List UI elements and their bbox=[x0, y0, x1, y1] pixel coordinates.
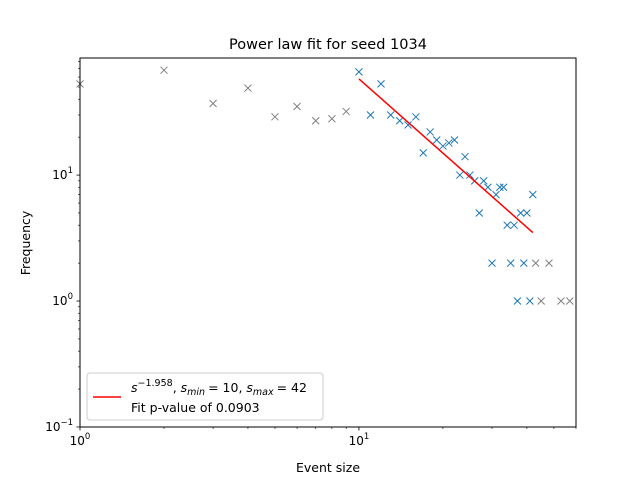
fitted-data-point bbox=[450, 136, 459, 144]
fitted-data-point bbox=[355, 67, 363, 76]
y-axis-label: Frequency bbox=[18, 210, 33, 275]
excluded-data-point bbox=[342, 107, 351, 116]
fitted-data-point bbox=[386, 111, 395, 119]
excluded-data-point bbox=[565, 297, 574, 305]
fitted-data-point bbox=[412, 112, 420, 121]
fitted-data-point bbox=[479, 176, 488, 185]
fitted-data-point bbox=[455, 171, 464, 179]
legend-s: s bbox=[131, 380, 138, 395]
power-law-fit-line bbox=[358, 78, 534, 234]
fit-line-layer bbox=[358, 78, 534, 234]
x-tick-label: 101 bbox=[349, 432, 370, 448]
excluded-data-point bbox=[557, 297, 565, 305]
fitted-data-point bbox=[513, 297, 522, 305]
excluded-data-point bbox=[328, 114, 336, 123]
fitted-data-point bbox=[432, 136, 441, 144]
y-tick-label: 100 bbox=[52, 292, 73, 308]
legend-fit-label: s−1.958, smin = 10, smax = 42 bbox=[131, 378, 307, 398]
legend-smin-s: s bbox=[181, 380, 188, 395]
excluded-data-point bbox=[209, 99, 217, 108]
y-axis-ticks: 10−1 100 101 bbox=[45, 61, 80, 434]
excluded-data-point bbox=[160, 66, 168, 75]
fitted-data-point bbox=[484, 183, 492, 192]
legend-box bbox=[86, 372, 324, 421]
plot-frame bbox=[79, 57, 577, 428]
fitted-data-point bbox=[461, 152, 469, 161]
x-axis-label: Event size bbox=[296, 460, 360, 475]
fitted-data-point bbox=[395, 116, 404, 125]
fitted-data-point bbox=[377, 79, 385, 88]
fitted-data-point bbox=[439, 142, 447, 150]
legend-smin-value: = 10 bbox=[208, 380, 238, 395]
fitted-data-point bbox=[499, 183, 508, 192]
data-points bbox=[76, 66, 574, 305]
fitted-data-point bbox=[495, 183, 504, 192]
legend-smin-sub: min bbox=[187, 387, 205, 398]
fitted-data-point bbox=[506, 259, 515, 267]
fitted-data-point bbox=[492, 190, 500, 199]
excluded-data-point bbox=[311, 116, 320, 125]
fitted-data-point bbox=[523, 209, 531, 217]
legend-exponent: −1.958 bbox=[138, 378, 173, 389]
fitted-data-point bbox=[526, 297, 534, 305]
fitted-data-point bbox=[475, 209, 484, 217]
excluded-data-point bbox=[271, 112, 279, 121]
fitted-data-point bbox=[444, 139, 453, 147]
excluded-data-point bbox=[537, 297, 546, 305]
excluded-data-point bbox=[531, 259, 540, 267]
fitted-data-point bbox=[510, 221, 518, 230]
y-tick-label: 101 bbox=[52, 166, 73, 182]
fitted-data-point bbox=[516, 209, 525, 217]
y-tick-label: 10−1 bbox=[45, 418, 73, 434]
legend-sep-2: , bbox=[238, 380, 246, 395]
fitted-data-point bbox=[503, 221, 512, 230]
fitted-data-point bbox=[419, 149, 428, 157]
x-tick-label: 100 bbox=[70, 432, 91, 448]
legend-smax-sub: max bbox=[253, 387, 274, 398]
fitted-data-point bbox=[488, 259, 496, 267]
fitted-data-point bbox=[404, 121, 412, 129]
excluded-data-point bbox=[545, 259, 553, 267]
fitted-data-point bbox=[466, 171, 474, 179]
chart-title: Power law fit for seed 1034 bbox=[229, 37, 427, 53]
x-axis-ticks: 100 101 bbox=[70, 427, 577, 448]
legend-pvalue-label: Fit p-value of 0.0903 bbox=[131, 400, 260, 415]
legend-smax-value: = 42 bbox=[277, 380, 307, 395]
fitted-data-point bbox=[366, 111, 375, 119]
fitted-data-point bbox=[426, 128, 435, 136]
legend: s−1.958, smin = 10, smax = 42 Fit p-value … bbox=[86, 372, 324, 421]
excluded-data-point bbox=[293, 102, 301, 111]
fitted-data-point bbox=[528, 190, 537, 199]
legend-sep-1: , bbox=[173, 380, 181, 395]
fitted-data-point bbox=[519, 259, 528, 267]
excluded-data-point bbox=[244, 84, 252, 92]
legend-smax-s: s bbox=[246, 380, 253, 395]
